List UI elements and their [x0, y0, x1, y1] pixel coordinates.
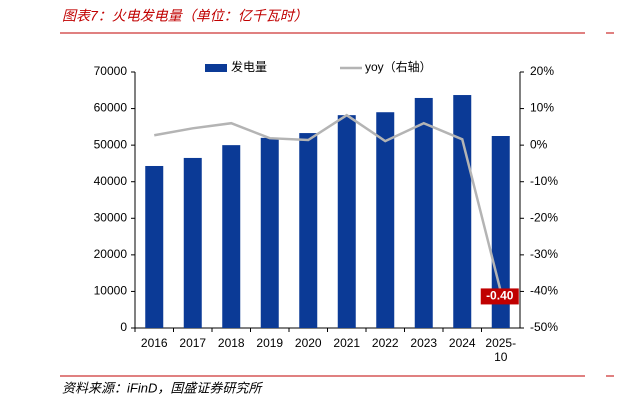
y-tick-label: 60000: [94, 101, 128, 115]
bar: [299, 133, 318, 328]
legend-label: yoy（右轴）: [365, 59, 432, 74]
x-tick-label: 2016: [140, 336, 168, 350]
bar: [145, 165, 164, 328]
y2-tick-label: 10%: [530, 101, 554, 115]
y2-tick-label: -30%: [530, 247, 558, 261]
x-tick-label: 2019: [256, 336, 284, 350]
y-tick-label: 20000: [94, 247, 128, 261]
source: 资料来源：iFinD，国盛证券研究所: [62, 380, 263, 395]
y-tick-label: 0: [120, 320, 127, 334]
y2-tick-label: 20%: [530, 64, 554, 78]
bar: [183, 157, 202, 328]
x-tick-label: 2018: [217, 336, 245, 350]
legend-swatch: [205, 64, 227, 72]
bar: [414, 97, 433, 328]
x-tick-label: 2020: [294, 336, 322, 350]
y2-tick-label: -40%: [530, 284, 558, 298]
y2-tick-label: -20%: [530, 210, 558, 224]
x-tick-label: 2022: [371, 336, 399, 350]
y2-tick-label: -10%: [530, 174, 558, 188]
x-tick-label: 2024: [448, 336, 476, 350]
label-box: [480, 288, 519, 305]
y-tick-label: 70000: [94, 64, 128, 78]
y2-tick-label: -50%: [530, 320, 558, 334]
data-label: -0.40: [486, 289, 514, 303]
y-tick-label: 30000: [94, 210, 128, 224]
bar: [491, 136, 510, 328]
x-tick-label: 2023: [410, 336, 438, 350]
bar: [453, 95, 472, 328]
bar: [222, 145, 241, 328]
y-tick-label: 50000: [94, 137, 128, 151]
x-tick-label: 2025-10: [485, 336, 517, 364]
bar: [260, 137, 279, 328]
bar: [376, 112, 395, 328]
bar: [337, 115, 356, 328]
y-tick-label: 40000: [94, 174, 128, 188]
legend-label: 发电量: [231, 59, 267, 74]
line: [154, 113, 502, 292]
x-tick-label: 2017: [179, 336, 207, 350]
x-tick-label: 2021: [333, 336, 361, 350]
y2-tick-label: 0%: [530, 137, 548, 151]
y-tick-label: 10000: [94, 284, 128, 298]
chart-title: 图表7：火电发电量（单位：亿千瓦时）: [62, 8, 308, 24]
